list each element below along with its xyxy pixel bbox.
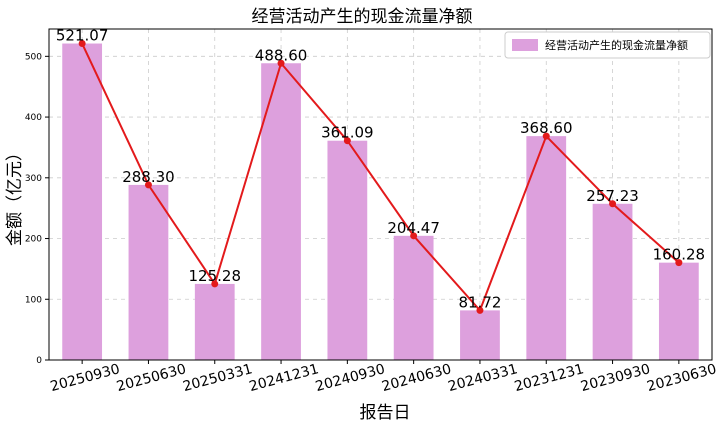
- x-axis-label: 报告日: [360, 403, 411, 423]
- data-label: 521.07: [56, 27, 109, 45]
- line-point: [144, 181, 152, 189]
- line-layer: [78, 40, 683, 314]
- bar: [194, 283, 235, 360]
- line-point: [277, 59, 285, 67]
- data-label: 288.30: [122, 168, 175, 186]
- y-axis-label: 金额（亿元）: [5, 144, 25, 246]
- line-point: [609, 200, 617, 208]
- bar: [327, 140, 368, 360]
- bar: [526, 136, 567, 360]
- data-label: 361.09: [321, 124, 374, 142]
- line-point: [211, 280, 219, 288]
- data-label: 257.23: [586, 187, 639, 205]
- line-point: [675, 259, 683, 267]
- y-tick-label: 200: [25, 235, 42, 245]
- line-point: [410, 232, 418, 240]
- chart-title: 经营活动产生的现金流量净额: [252, 7, 473, 27]
- plot-frame: [48, 28, 713, 361]
- y-tick-label: 0: [36, 356, 42, 366]
- bar: [128, 184, 169, 360]
- bars-layer: [62, 43, 699, 361]
- bar: [393, 235, 434, 360]
- data-label: 160.28: [653, 246, 706, 264]
- legend-swatch: [512, 39, 538, 51]
- y-tick-label: 300: [25, 174, 42, 184]
- y-tick-label: 400: [25, 113, 42, 123]
- data-label: 204.47: [387, 219, 440, 237]
- legend-box: [504, 31, 711, 59]
- line-point: [476, 306, 484, 314]
- data-label: 488.60: [255, 46, 308, 64]
- data-labels-layer: 521.07 288.30 125.28 488.60 361.09 204.47 81.7…: [56, 27, 705, 312]
- bar: [62, 43, 103, 361]
- bar: [261, 63, 301, 361]
- bar: [460, 310, 500, 360]
- bar: [658, 262, 699, 360]
- line-point: [542, 132, 550, 140]
- bar: [592, 203, 633, 360]
- data-label: 81.72: [458, 293, 501, 311]
- line-point: [343, 137, 351, 145]
- line-point: [78, 40, 86, 48]
- y-tick-label: 500: [25, 52, 42, 62]
- legend-label: 经营活动产生的现金流量净额: [545, 38, 688, 52]
- data-label: 368.60: [520, 119, 573, 137]
- y-tick-label: 100: [25, 295, 42, 305]
- data-label: 125.28: [189, 267, 242, 285]
- series-line: [81, 43, 680, 313]
- legend: 经营活动产生的现金流量净额: [504, 31, 711, 59]
